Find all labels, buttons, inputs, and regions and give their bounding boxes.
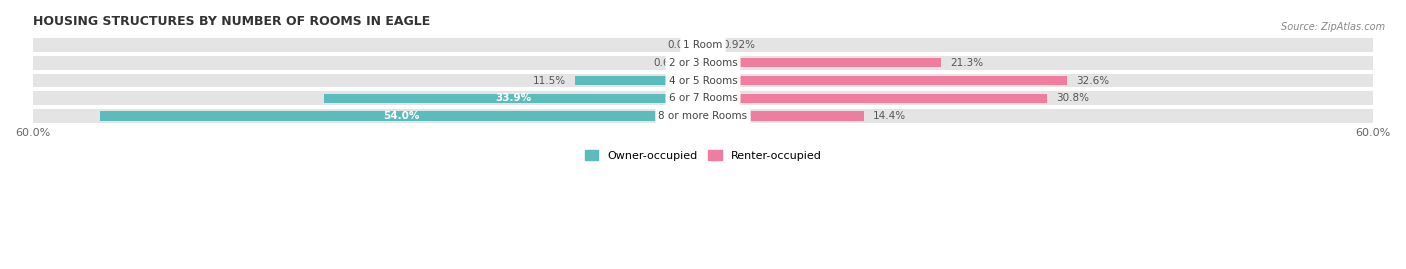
Bar — [575, 76, 703, 85]
Bar — [32, 91, 1374, 105]
Text: 0.92%: 0.92% — [723, 40, 755, 50]
Text: 4 or 5 Rooms: 4 or 5 Rooms — [669, 76, 737, 86]
Text: 6 or 7 Rooms: 6 or 7 Rooms — [669, 93, 737, 103]
Text: Source: ZipAtlas.com: Source: ZipAtlas.com — [1281, 22, 1385, 31]
Bar — [696, 58, 703, 67]
Bar — [703, 94, 1047, 103]
Text: 2 or 3 Rooms: 2 or 3 Rooms — [669, 58, 737, 68]
Bar — [703, 76, 1067, 85]
Bar — [32, 56, 1374, 70]
Bar — [703, 58, 941, 67]
Text: 21.3%: 21.3% — [950, 58, 983, 68]
Text: HOUSING STRUCTURES BY NUMBER OF ROOMS IN EAGLE: HOUSING STRUCTURES BY NUMBER OF ROOMS IN… — [32, 15, 430, 28]
Bar — [32, 38, 1374, 52]
Text: 0.0%: 0.0% — [668, 40, 695, 50]
Text: 54.0%: 54.0% — [384, 111, 419, 121]
Text: 33.9%: 33.9% — [495, 93, 531, 103]
Bar — [32, 109, 1374, 123]
Text: 32.6%: 32.6% — [1076, 76, 1109, 86]
Text: 0.68%: 0.68% — [654, 58, 686, 68]
Text: 14.4%: 14.4% — [873, 111, 905, 121]
Text: 11.5%: 11.5% — [533, 76, 565, 86]
Bar — [32, 74, 1374, 87]
Bar — [703, 111, 863, 121]
Text: 8 or more Rooms: 8 or more Rooms — [658, 111, 748, 121]
Text: 1 Room: 1 Room — [683, 40, 723, 50]
Legend: Owner-occupied, Renter-occupied: Owner-occupied, Renter-occupied — [581, 146, 825, 166]
Bar — [325, 94, 703, 103]
Bar — [100, 111, 703, 121]
Text: 30.8%: 30.8% — [1056, 93, 1090, 103]
Bar — [703, 40, 713, 49]
